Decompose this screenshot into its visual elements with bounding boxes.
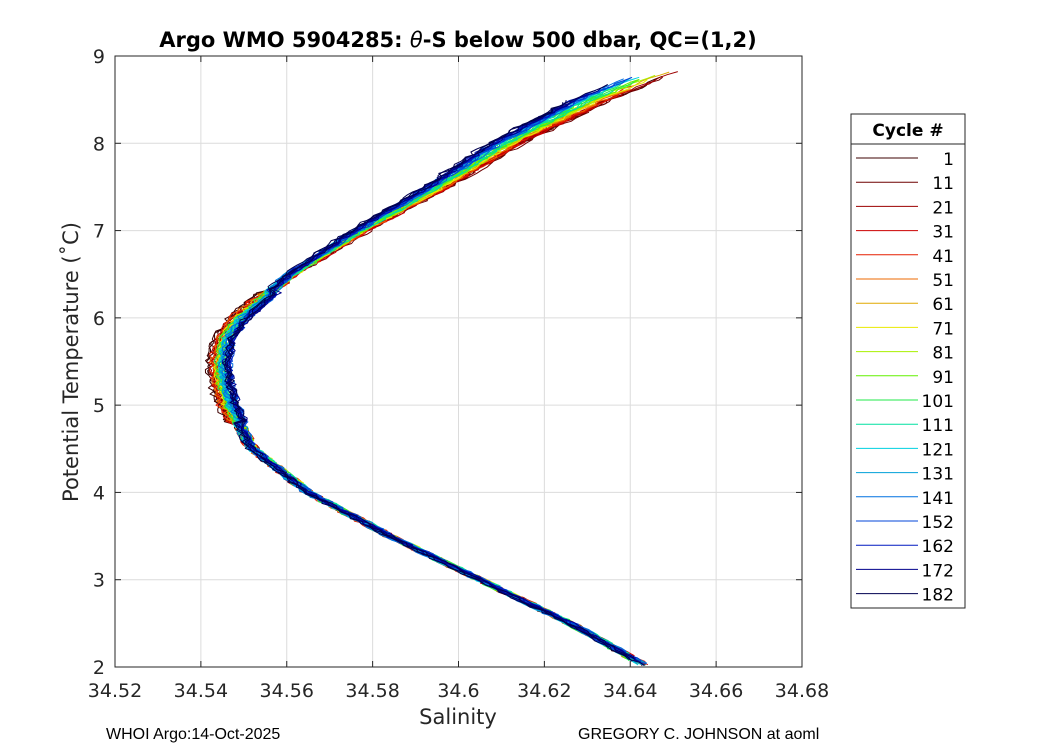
y-tick-label: 2 <box>93 657 105 679</box>
y-tick-label: 7 <box>93 221 105 243</box>
chart-title: Argo WMO 5904285: θ-S below 500 dbar, QC… <box>159 28 756 52</box>
title-prefix: Argo WMO 5904285: <box>159 28 410 52</box>
footer-author: GREGORY C. JOHNSON at aoml <box>578 726 820 743</box>
x-tick-label: 34.52 <box>88 680 142 702</box>
legend-box <box>850 113 966 609</box>
y-tick-label: 6 <box>93 308 105 330</box>
legend-label-172: 172 <box>922 561 954 581</box>
legend-label-21: 21 <box>932 198 954 218</box>
legend-label-162: 162 <box>922 537 954 557</box>
legend-label-71: 71 <box>932 319 954 339</box>
legend-label-11: 11 <box>932 174 954 194</box>
legend-label-121: 121 <box>922 440 954 460</box>
x-axis-label: Salinity <box>419 705 497 729</box>
legend-title: Cycle # <box>872 121 943 141</box>
legend-label-141: 141 <box>922 489 954 509</box>
legend-label-131: 131 <box>922 465 954 485</box>
x-tick-label: 34.54 <box>174 680 228 702</box>
y-tick-label: 3 <box>93 570 105 592</box>
profile-line-cycle-182 <box>224 84 635 660</box>
legend-label-152: 152 <box>922 513 954 533</box>
legend: Cycle # 11121314151617181911011111211311… <box>850 113 966 609</box>
x-tick-label: 34.56 <box>260 680 314 702</box>
legend-label-41: 41 <box>932 247 954 267</box>
legend-label-101: 101 <box>922 392 954 412</box>
legend-items: 1112131415161718191101111121131141152162… <box>856 150 954 606</box>
x-tick-label: 34.58 <box>345 680 399 702</box>
x-tick-label: 34.68 <box>775 680 829 702</box>
profile-lines <box>204 71 678 666</box>
legend-label-91: 91 <box>932 368 954 388</box>
x-tick-label: 34.6 <box>437 680 479 702</box>
y-tick-label: 8 <box>93 133 105 155</box>
legend-label-61: 61 <box>932 295 954 315</box>
title-theta: θ <box>410 28 423 52</box>
footer-date: WHOI Argo:14-Oct-2025 <box>106 726 281 743</box>
legend-label-51: 51 <box>932 271 954 291</box>
y-tick-label: 5 <box>93 395 105 417</box>
legend-label-31: 31 <box>932 223 954 243</box>
x-tick-label: 34.64 <box>603 680 657 702</box>
legend-label-182: 182 <box>922 586 954 606</box>
y-tick-label: 4 <box>93 482 105 504</box>
profile-line-cycle-182 <box>224 102 633 662</box>
x-tick-label: 34.62 <box>517 680 571 702</box>
axis-ticks: 34.52 34.54 34.56 34.58 34.6 34.62 34.64 34.66 3… <box>88 46 829 702</box>
y-axis-label: Potential Temperature (˚C) <box>59 222 83 502</box>
y-tick-label: 9 <box>93 46 105 68</box>
legend-label-111: 111 <box>922 416 954 436</box>
legend-label-81: 81 <box>932 344 954 364</box>
title-suffix: -S below 500 dbar, QC=(1,2) <box>423 28 757 52</box>
x-tick-label: 34.66 <box>689 680 743 702</box>
legend-label-1: 1 <box>943 150 954 170</box>
